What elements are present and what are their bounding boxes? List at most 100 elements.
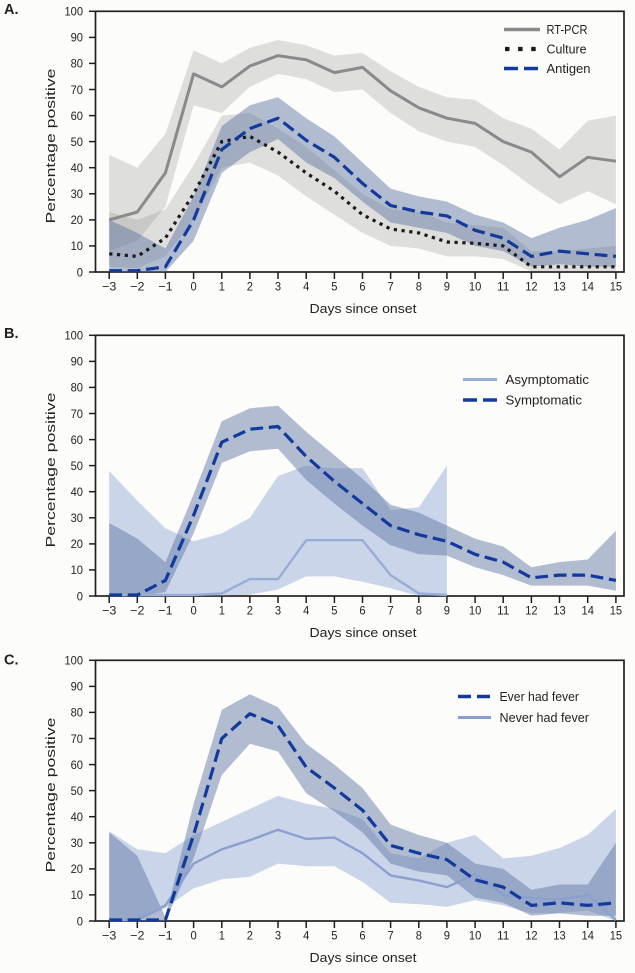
svg-text:Percentage positive: Percentage positive [43, 718, 58, 873]
svg-text:90: 90 [71, 680, 84, 694]
svg-text:−2: −2 [130, 280, 145, 294]
svg-text:5: 5 [331, 280, 337, 294]
svg-text:10: 10 [71, 888, 84, 902]
svg-text:90: 90 [71, 31, 84, 45]
svg-text:0: 0 [77, 265, 83, 279]
svg-text:10: 10 [469, 929, 482, 943]
svg-text:60: 60 [71, 433, 84, 447]
svg-text:−3: −3 [102, 280, 117, 294]
svg-text:14: 14 [582, 929, 595, 943]
svg-text:9: 9 [444, 280, 450, 294]
svg-text:0: 0 [191, 604, 197, 618]
svg-text:11: 11 [497, 929, 510, 943]
svg-text:Days since onset: Days since onset [310, 625, 417, 640]
svg-text:3: 3 [275, 929, 281, 943]
svg-text:−1: −1 [158, 280, 173, 294]
svg-text:70: 70 [71, 732, 84, 746]
svg-text:50: 50 [71, 784, 84, 798]
svg-text:100: 100 [65, 5, 84, 19]
svg-text:6: 6 [359, 280, 365, 294]
svg-text:4: 4 [303, 929, 309, 943]
svg-text:Antigen: Antigen [547, 62, 591, 76]
svg-text:14: 14 [582, 280, 595, 294]
svg-text:B.: B. [4, 326, 19, 342]
svg-text:Ever had fever: Ever had fever [500, 689, 580, 704]
svg-text:0: 0 [191, 929, 197, 943]
svg-text:2: 2 [247, 604, 253, 618]
svg-text:1: 1 [219, 929, 225, 943]
svg-text:−1: −1 [158, 604, 173, 618]
svg-text:4: 4 [303, 280, 309, 294]
svg-text:20: 20 [71, 862, 84, 876]
svg-text:10: 10 [469, 280, 482, 294]
svg-text:7: 7 [388, 604, 394, 618]
svg-text:40: 40 [71, 485, 84, 499]
svg-text:10: 10 [469, 604, 482, 618]
svg-text:20: 20 [71, 213, 84, 227]
svg-text:9: 9 [444, 604, 450, 618]
svg-text:−2: −2 [130, 929, 145, 943]
svg-text:−3: −3 [102, 604, 117, 618]
svg-text:6: 6 [359, 929, 365, 943]
svg-text:70: 70 [71, 83, 84, 97]
svg-text:100: 100 [65, 654, 84, 668]
svg-text:Never had fever: Never had fever [500, 710, 590, 725]
svg-text:8: 8 [416, 280, 422, 294]
svg-text:12: 12 [525, 604, 538, 618]
svg-text:1: 1 [219, 280, 225, 294]
svg-text:8: 8 [416, 604, 422, 618]
svg-text:40: 40 [71, 161, 84, 175]
svg-text:40: 40 [71, 810, 84, 824]
svg-text:7: 7 [388, 929, 394, 943]
svg-text:15: 15 [610, 929, 623, 943]
svg-text:10: 10 [71, 563, 84, 577]
svg-text:Percentage positive: Percentage positive [43, 393, 58, 548]
svg-text:15: 15 [610, 604, 623, 618]
svg-text:2: 2 [247, 280, 253, 294]
svg-text:4: 4 [303, 604, 309, 618]
svg-text:20: 20 [71, 537, 84, 551]
svg-text:0: 0 [191, 280, 197, 294]
svg-text:Symptomatic: Symptomatic [506, 393, 583, 408]
svg-text:60: 60 [71, 758, 84, 772]
svg-text:30: 30 [71, 511, 84, 525]
svg-text:−1: −1 [158, 929, 173, 943]
svg-text:5: 5 [331, 604, 337, 618]
svg-text:8: 8 [416, 929, 422, 943]
svg-text:7: 7 [388, 280, 394, 294]
svg-text:50: 50 [71, 135, 84, 149]
svg-text:70: 70 [71, 407, 84, 421]
svg-text:3: 3 [275, 280, 281, 294]
svg-text:15: 15 [610, 280, 623, 294]
svg-text:80: 80 [71, 57, 84, 71]
svg-text:12: 12 [525, 280, 538, 294]
svg-text:80: 80 [71, 381, 84, 395]
svg-text:−3: −3 [102, 929, 117, 943]
svg-text:60: 60 [71, 109, 84, 123]
svg-text:5: 5 [331, 929, 337, 943]
svg-text:RT-PCR: RT-PCR [547, 23, 588, 37]
svg-text:Culture: Culture [547, 43, 587, 57]
svg-text:6: 6 [359, 604, 365, 618]
svg-text:13: 13 [553, 929, 566, 943]
svg-text:11: 11 [497, 280, 510, 294]
svg-text:30: 30 [71, 836, 84, 850]
svg-text:13: 13 [553, 280, 566, 294]
svg-text:−2: −2 [130, 604, 145, 618]
svg-text:100: 100 [65, 329, 84, 343]
svg-text:0: 0 [77, 589, 83, 603]
svg-text:90: 90 [71, 355, 84, 369]
svg-text:0: 0 [77, 914, 83, 928]
svg-text:3: 3 [275, 604, 281, 618]
svg-text:Asymptomatic: Asymptomatic [506, 372, 590, 387]
svg-text:C.: C. [4, 653, 19, 669]
svg-text:30: 30 [71, 187, 84, 201]
svg-text:10: 10 [71, 239, 84, 253]
svg-text:9: 9 [444, 929, 450, 943]
svg-text:Percentage positive: Percentage positive [43, 69, 58, 224]
svg-text:Days since onset: Days since onset [310, 301, 417, 316]
svg-text:13: 13 [553, 604, 566, 618]
svg-text:2: 2 [247, 929, 253, 943]
svg-text:11: 11 [497, 604, 510, 618]
svg-text:12: 12 [525, 929, 538, 943]
